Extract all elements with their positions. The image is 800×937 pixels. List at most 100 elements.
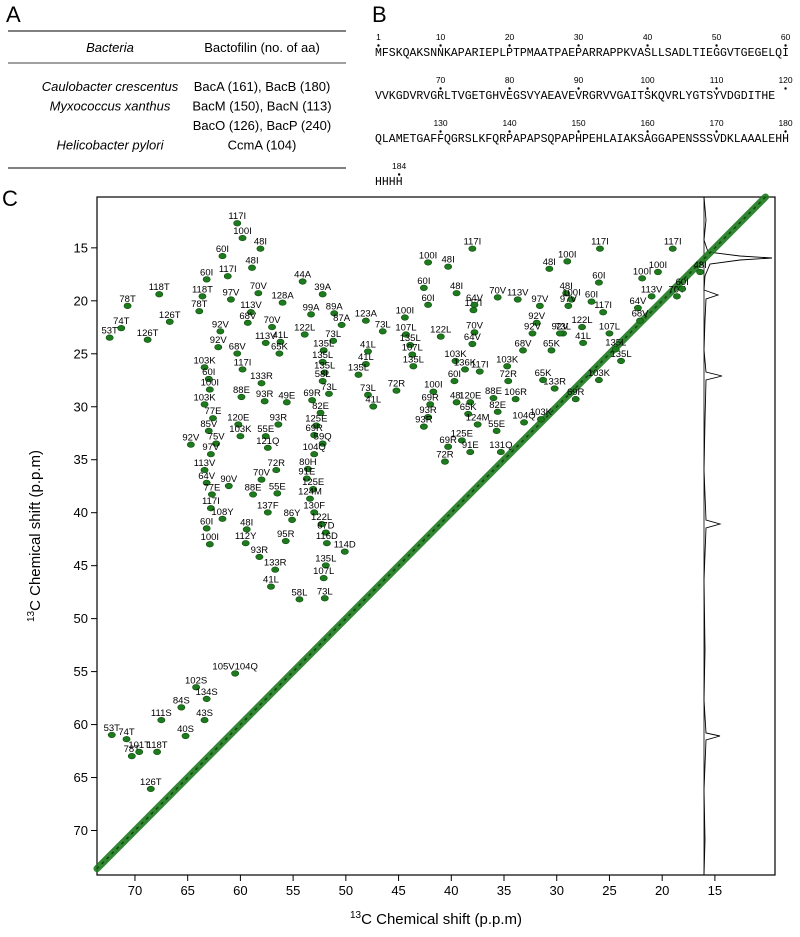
peak-label: 85V	[200, 419, 218, 430]
peak-label: 103K	[229, 424, 252, 435]
cross-peak	[668, 245, 677, 252]
cross-peak	[282, 399, 291, 406]
peak-label: 117I	[228, 211, 246, 222]
cross-peak	[579, 339, 587, 347]
cross-peak	[361, 317, 370, 324]
peak-label: 135L	[315, 553, 336, 564]
cross-peak	[409, 363, 418, 370]
peak-label: 72R	[500, 369, 518, 380]
peak-label: 122L	[430, 325, 451, 336]
peak-label: 124M	[466, 413, 490, 424]
peak-label: 69R	[439, 435, 457, 446]
peak-label: 41L	[263, 575, 279, 586]
sequence-segment: P	[575, 47, 582, 60]
peak-label: 133R	[250, 371, 273, 382]
peak-label: 92V	[212, 319, 230, 330]
cross-peak	[466, 399, 475, 406]
panel-label: A	[6, 2, 21, 27]
peak-label: 87A	[333, 313, 351, 324]
cross-peak	[537, 416, 545, 423]
cross-peak	[249, 491, 257, 498]
peak-label: 135L	[610, 349, 631, 360]
peak-label: 53T	[101, 326, 118, 337]
peak-label: 91E	[298, 467, 315, 478]
cross-peak	[281, 537, 290, 545]
peak-label: 100I	[633, 266, 652, 277]
sequence-segment: MAATPAE	[527, 47, 575, 60]
cross-peak	[272, 466, 281, 474]
cross-peak	[424, 259, 432, 266]
peak-label: 111S	[151, 708, 172, 719]
cross-peak	[562, 290, 571, 297]
cross-peak	[127, 753, 136, 760]
cross-peak	[202, 695, 211, 703]
peak-label: 55E	[269, 481, 286, 492]
peak-label: 133R	[264, 558, 287, 569]
cross-peak	[452, 399, 461, 406]
residue-number: 184	[392, 161, 406, 171]
peak-label: 103K	[530, 407, 553, 418]
cross-peak	[321, 562, 330, 569]
peak-label: 136K	[454, 357, 477, 368]
cross-peak	[247, 309, 255, 316]
peak-label: 92V	[528, 311, 546, 322]
peak-label: 74T	[113, 316, 130, 327]
peak-label: 135L	[605, 337, 626, 348]
peak-label: 73L	[321, 382, 337, 393]
cross-peak	[400, 314, 409, 321]
cross-peak	[496, 448, 505, 456]
peak-label: 60I	[216, 244, 229, 255]
peak-label: 103K	[193, 355, 216, 366]
cross-peak	[419, 284, 428, 291]
sequence-segment: VVKGDVRVGRLTVGETGHVEGSVYAEAVEVRGRVVGAITS…	[375, 90, 775, 103]
cross-peak	[369, 403, 378, 410]
peak-label: 60I	[421, 293, 434, 304]
peak-label: 117I	[219, 264, 237, 275]
peak-label: 55E	[488, 419, 505, 430]
cross-peak	[450, 377, 459, 385]
peak-label: 100I	[649, 260, 668, 271]
peak-label: 77E	[203, 482, 220, 493]
x-tick-label: 50	[339, 883, 353, 898]
x-tick-label: 30	[549, 883, 563, 898]
peak-label: 64V	[629, 296, 647, 307]
cross-peak	[298, 278, 307, 285]
cross-peak	[451, 357, 460, 365]
x-tick-label: 45	[391, 883, 405, 898]
peak-label: 101T	[128, 740, 150, 751]
peak-label: 65K	[535, 368, 553, 379]
peak-label: 48I	[254, 237, 267, 248]
residue-number: 150	[571, 118, 585, 128]
cross-peak	[318, 358, 327, 366]
peak-label: 100I	[558, 249, 577, 260]
peak-label: 48I	[560, 281, 573, 292]
residue-number: 60	[781, 32, 791, 42]
cross-peak	[107, 731, 116, 739]
peak-label: 137F	[257, 500, 279, 511]
cross-peak	[563, 258, 572, 265]
peak-label: 70V	[489, 285, 507, 296]
cross-peak	[461, 366, 469, 373]
residue-tick	[715, 130, 718, 133]
peak-label: 97V	[560, 294, 578, 305]
cross-peak	[260, 398, 269, 405]
peak-label: 125E	[305, 414, 327, 425]
cross-peak	[321, 529, 330, 536]
peak-label: 65K	[460, 402, 478, 413]
cross-peak	[319, 575, 328, 582]
peak-label: 120E	[227, 413, 249, 424]
residue-number: 30	[574, 32, 584, 42]
peak-label: 113V	[507, 288, 529, 299]
residue-number: 90	[574, 75, 584, 85]
cross-peak	[302, 475, 311, 482]
cross-peak	[208, 491, 216, 498]
sequence-segment: EHLAIAKSAG	[589, 133, 658, 146]
cross-peak	[636, 317, 644, 324]
peak-label: 75V	[208, 432, 226, 443]
cross-peak	[233, 220, 242, 227]
peak-label: 58L	[315, 369, 331, 380]
cross-peak	[234, 421, 243, 428]
cross-peak	[306, 495, 314, 502]
residue-tick	[508, 87, 511, 90]
cross-peak	[276, 338, 285, 345]
